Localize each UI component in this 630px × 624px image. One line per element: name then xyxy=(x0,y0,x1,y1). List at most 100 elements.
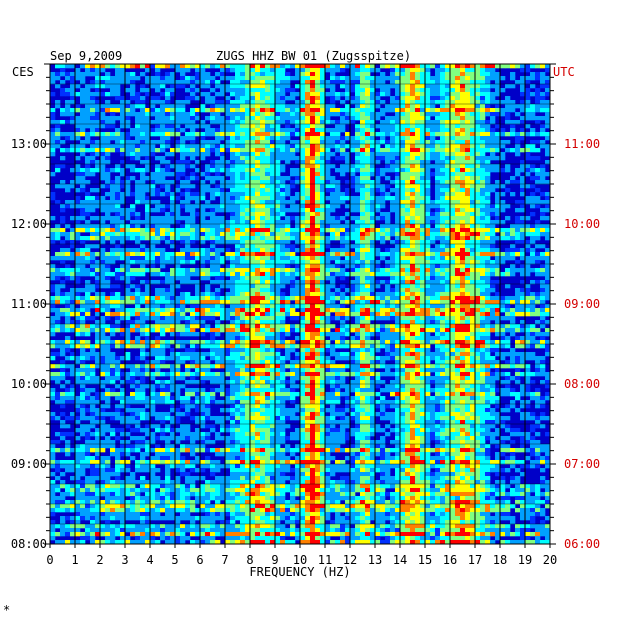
heatmap-cell xyxy=(120,152,126,157)
heatmap-cell xyxy=(485,288,491,293)
heatmap-cell xyxy=(180,148,186,153)
heatmap-cell xyxy=(310,112,316,117)
heatmap-cell xyxy=(175,284,181,289)
heatmap-cell xyxy=(505,104,511,109)
heatmap-cell xyxy=(445,88,451,93)
heatmap-cell xyxy=(255,96,261,101)
heatmap-cell xyxy=(440,272,446,277)
heatmap-cell xyxy=(90,92,96,97)
heatmap-cell xyxy=(100,236,106,241)
heatmap-cell xyxy=(490,164,496,169)
heatmap-cell xyxy=(530,64,536,69)
heatmap-cell xyxy=(415,136,421,141)
heatmap-cell xyxy=(280,196,286,201)
heatmap-cell xyxy=(375,144,381,149)
heatmap-cell xyxy=(50,276,56,281)
heatmap-cell xyxy=(125,260,131,265)
heatmap-cell xyxy=(200,220,206,225)
heatmap-cell xyxy=(160,248,166,253)
heatmap-cell xyxy=(290,260,296,265)
heatmap-cell xyxy=(410,196,416,201)
heatmap-cell xyxy=(310,300,316,305)
heatmap-cell xyxy=(325,80,331,85)
heatmap-cell xyxy=(125,208,131,213)
heatmap-cell xyxy=(90,172,96,177)
heatmap-cell xyxy=(230,240,236,245)
heatmap-cell xyxy=(470,124,476,129)
heatmap-cell xyxy=(140,252,146,257)
heatmap-cell xyxy=(55,168,61,173)
heatmap-cell xyxy=(235,120,241,125)
heatmap-cell xyxy=(90,96,96,101)
heatmap-cell xyxy=(410,76,416,81)
heatmap-cell xyxy=(430,220,436,225)
heatmap-cell xyxy=(60,296,66,301)
heatmap-cell xyxy=(370,132,376,137)
heatmap-cell xyxy=(270,196,276,201)
heatmap-cell xyxy=(350,244,356,249)
heatmap-cell xyxy=(175,124,181,129)
date-label: Sep 9,2009 xyxy=(50,49,122,63)
heatmap-cell xyxy=(250,144,256,149)
heatmap-cell xyxy=(65,64,71,69)
heatmap-cell xyxy=(505,268,511,273)
heatmap-cell xyxy=(110,64,116,69)
heatmap-cell xyxy=(460,172,466,177)
heatmap-cell xyxy=(370,108,376,113)
heatmap-cell xyxy=(180,276,186,281)
heatmap-cell xyxy=(495,248,501,253)
heatmap-cell xyxy=(95,244,101,249)
heatmap-cell xyxy=(310,260,316,265)
heatmap-cell xyxy=(445,248,451,253)
heatmap-cell xyxy=(335,76,341,81)
heatmap-cell xyxy=(225,144,231,149)
heatmap-cell xyxy=(430,280,436,285)
heatmap-cell xyxy=(200,228,206,233)
heatmap-cell xyxy=(300,280,306,285)
heatmap-cell xyxy=(345,240,351,245)
heatmap-cell xyxy=(375,76,381,81)
heatmap-cell xyxy=(475,224,481,229)
heatmap-cell xyxy=(100,132,106,137)
heatmap-cell xyxy=(400,148,406,153)
heatmap-cell xyxy=(145,112,151,117)
heatmap-cell xyxy=(345,296,351,301)
heatmap-cell xyxy=(360,132,366,137)
heatmap-cell xyxy=(265,144,271,149)
heatmap-cell xyxy=(520,280,526,285)
heatmap-cell xyxy=(155,296,161,301)
heatmap-cell xyxy=(475,236,481,241)
heatmap-cell xyxy=(210,260,216,265)
heatmap-cell xyxy=(235,232,241,237)
heatmap-cell xyxy=(525,244,531,249)
heatmap-cell xyxy=(395,256,401,261)
heatmap-cell xyxy=(395,276,401,281)
heatmap-cell xyxy=(540,84,546,89)
heatmap-cell xyxy=(370,120,376,125)
heatmap-cell xyxy=(290,228,296,233)
heatmap-cell xyxy=(155,216,161,221)
heatmap-cell xyxy=(300,136,306,141)
heatmap-cell xyxy=(205,124,211,129)
heatmap-cell xyxy=(520,136,526,141)
heatmap-cell xyxy=(250,156,256,161)
heatmap-cell xyxy=(250,252,256,257)
heatmap-cell xyxy=(335,256,341,261)
heatmap-cell xyxy=(145,140,151,145)
heatmap-cell xyxy=(490,260,496,265)
heatmap-cell xyxy=(415,244,421,249)
heatmap-cell xyxy=(355,160,361,165)
heatmap-cell xyxy=(425,296,431,301)
heatmap-cell xyxy=(410,108,416,113)
heatmap-cell xyxy=(480,120,486,125)
heatmap-cell xyxy=(465,176,471,181)
heatmap-cell xyxy=(425,172,431,177)
heatmap-cell xyxy=(390,228,396,233)
heatmap-cell xyxy=(410,80,416,85)
heatmap-cell xyxy=(360,284,366,289)
heatmap-cell xyxy=(215,100,221,105)
heatmap-cell xyxy=(415,300,421,305)
heatmap-cell xyxy=(455,260,461,265)
heatmap-cell xyxy=(475,116,481,121)
heatmap-cell xyxy=(525,96,531,101)
